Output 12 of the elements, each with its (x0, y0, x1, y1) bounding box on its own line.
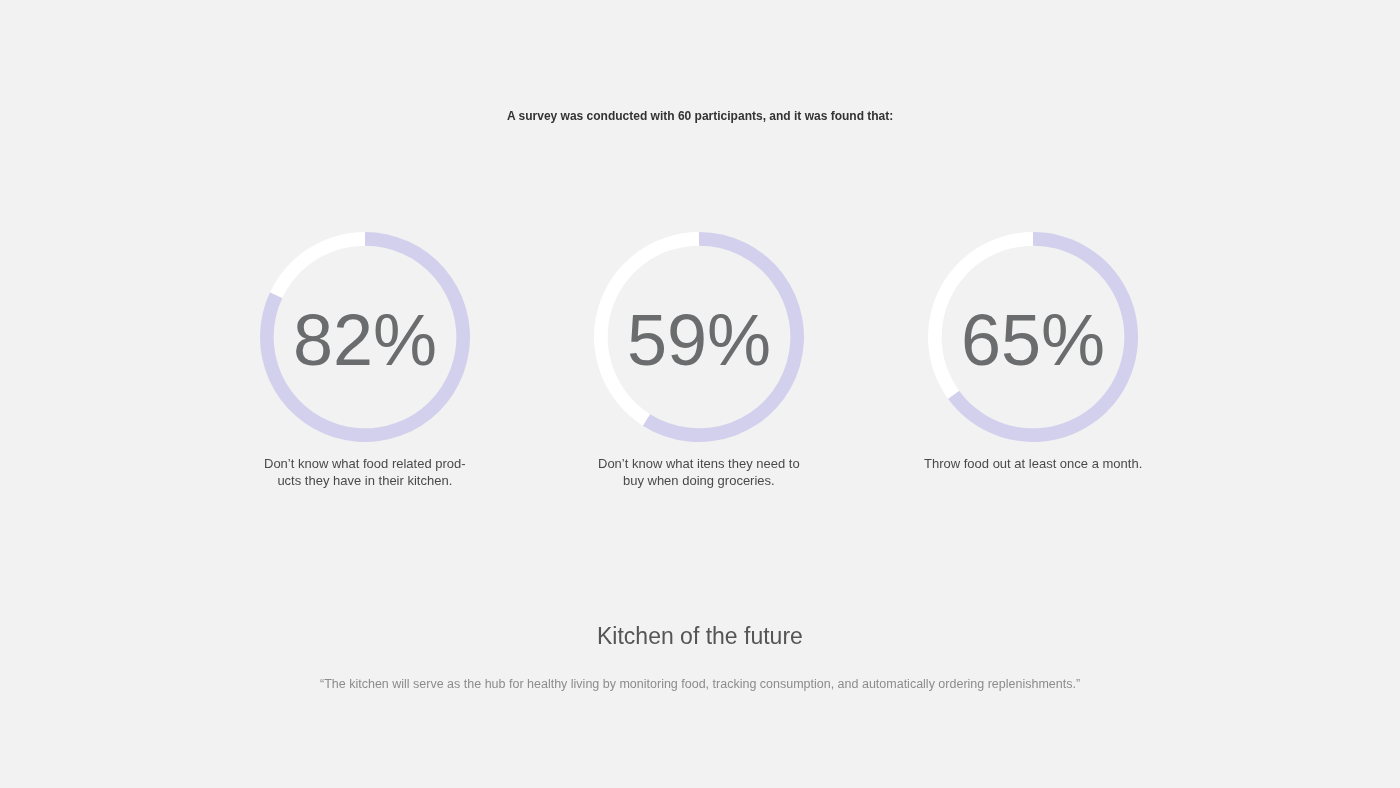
data-label: 65% (961, 300, 1106, 380)
data-label: 59% (627, 300, 772, 380)
donut-slice (260, 232, 470, 442)
text: A survey was conducted with 60 participants, and it was found that: (507, 109, 894, 123)
text: “The kitchen will serve as the hub for healthy living by monitoring food, tracking consumption, and automatically ordering replenishments.” (320, 677, 1081, 691)
slice-label: Throw food out at least once a month. (924, 456, 1143, 471)
slice-label: Don’t know what itens they need to buy when doing groceries. (598, 456, 800, 488)
text: Kitchen of the future (597, 623, 803, 649)
donut-slice (948, 232, 1138, 442)
donut-slice (269, 232, 365, 299)
data-label: 82% (293, 300, 438, 380)
slice-label: Don’t know what food related prod- ucts they have in their kitchen. (264, 456, 466, 488)
